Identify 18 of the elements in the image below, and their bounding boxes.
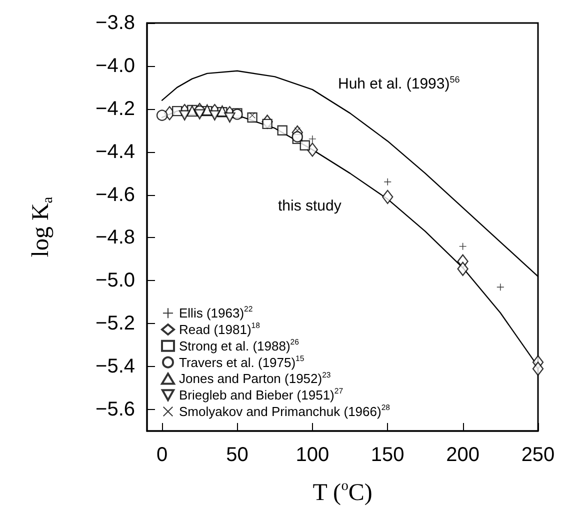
y-tick-label: −3.8 <box>96 12 135 34</box>
x-tick-label: 0 <box>156 444 168 466</box>
y-tick-label: −5.6 <box>96 398 135 421</box>
y-tick-label: −4.0 <box>96 54 135 77</box>
y-tick-label: −5.2 <box>96 312 135 335</box>
annotation: this study <box>278 198 342 214</box>
x-tick-label: 50 <box>226 444 248 466</box>
y-tick-label: −5.4 <box>96 356 135 378</box>
x-tick-label: 150 <box>370 444 404 466</box>
y-tick-label: −4.8 <box>96 226 135 249</box>
y-tick-label: −4.2 <box>96 98 135 120</box>
y-tick-label: −4.4 <box>96 140 135 163</box>
y-tick-label: −5.0 <box>96 270 135 292</box>
y-axis-title: log Ka <box>28 196 56 258</box>
y-tick-label: −4.6 <box>96 184 135 206</box>
x-tick-label: 100 <box>296 444 330 466</box>
x-tick-label: 200 <box>446 444 480 466</box>
x-tick-label: 250 <box>521 444 555 466</box>
